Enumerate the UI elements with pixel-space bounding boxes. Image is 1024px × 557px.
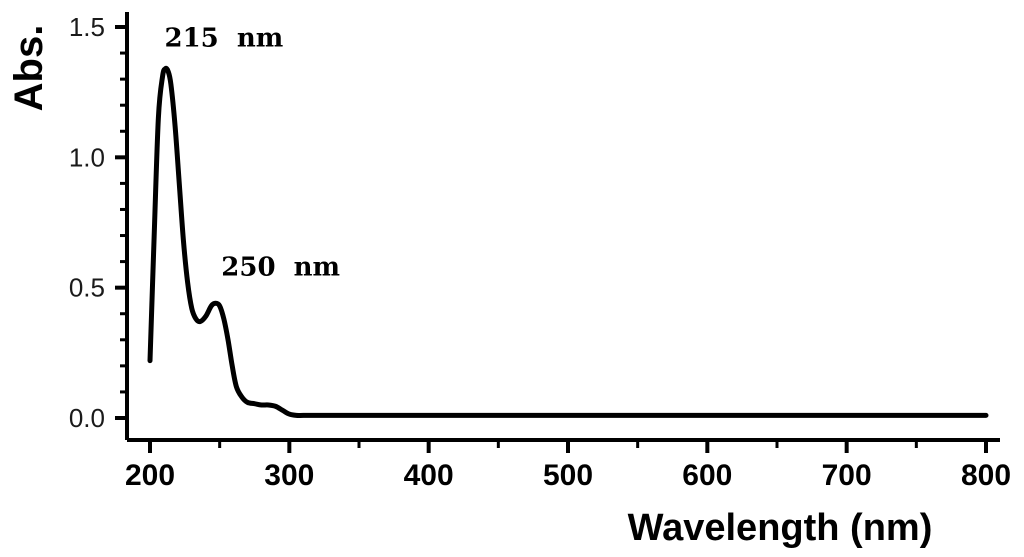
x-tick-label: 400 (404, 459, 454, 492)
spectrum-line (147, 65, 989, 418)
x-axis-title: Wavelength (nm) (628, 507, 933, 549)
y-tick-label: 0.5 (69, 273, 105, 303)
x-tick-label: 500 (543, 459, 593, 492)
series-layer (147, 65, 989, 418)
y-tick-label: 0.0 (69, 403, 105, 433)
labels: 0.0 0.5 1.0 1.5 200 300 400 500 600 700 800 215 nm 2… (7, 12, 1011, 549)
axes (115, 12, 1000, 453)
y-axis-title: Abs. (7, 25, 51, 112)
y-tick-label: 1.0 (69, 142, 105, 172)
x-tick-label: 300 (264, 459, 314, 492)
peak-annotation: 250 nm (221, 252, 340, 282)
x-tick-label: 700 (822, 459, 872, 492)
x-tick-label: 600 (682, 459, 732, 492)
x-tick-label: 800 (961, 459, 1011, 492)
x-tick-label: 200 (125, 459, 175, 492)
peak-annotation: 215 nm (165, 24, 284, 54)
y-tick-label: 1.5 (69, 12, 105, 42)
